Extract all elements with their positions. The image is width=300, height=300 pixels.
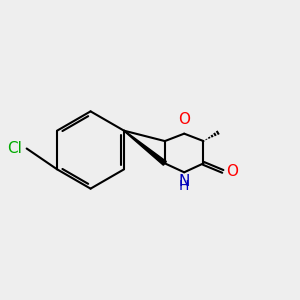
Text: O: O [178,112,190,127]
Text: H: H [179,179,189,193]
Polygon shape [124,130,166,165]
Text: O: O [226,164,238,179]
Text: N: N [178,174,190,189]
Text: Cl: Cl [7,141,22,156]
